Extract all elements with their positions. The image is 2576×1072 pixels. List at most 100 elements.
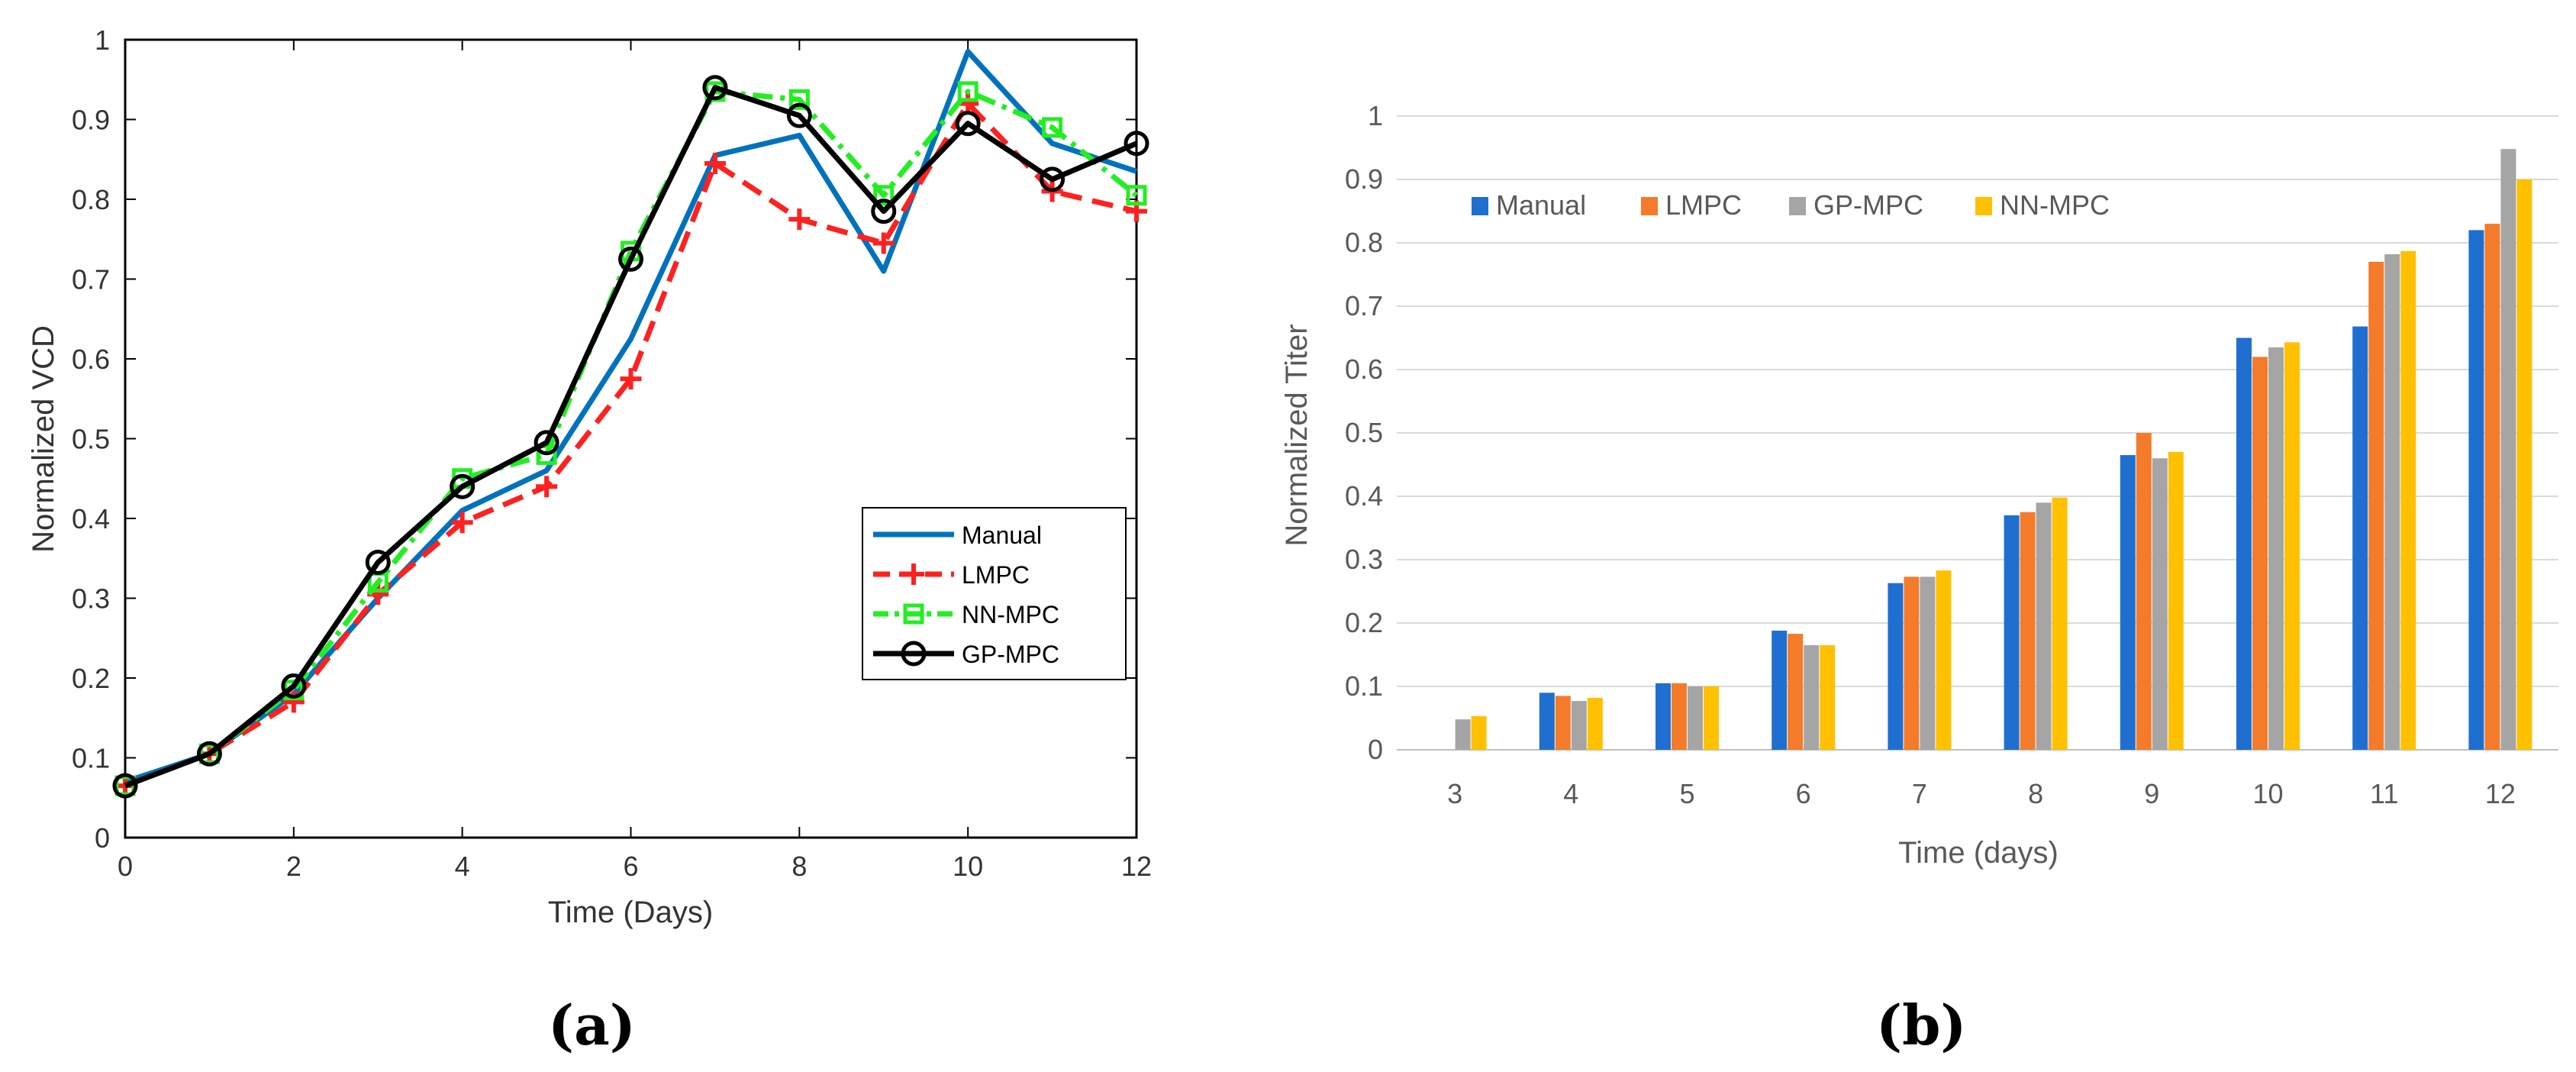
bar-manual [1539,693,1555,750]
vcd-y-tick-label: 0.8 [72,184,110,215]
data-point-nn-mpc [536,444,557,465]
bar-lmpc [1555,696,1571,750]
titer-y-axis-label: Normalized Titer [1280,324,1314,546]
titer-x-tick-label: 6 [1796,778,1811,809]
vcd-x-axis-label: Time (Days) [548,896,713,929]
bar-manual [2120,455,2136,750]
titer-y-tick-label: 0.7 [1345,290,1383,321]
vcd-y-tick-label: 0.9 [72,105,110,136]
bar-gp-mpc [1920,576,1936,750]
bar-lmpc [1788,634,1804,750]
titer-x-tick-label: 8 [2028,778,2043,809]
data-point-gp-mpc [534,430,559,456]
vcd-x-tick-label: 8 [791,851,807,882]
bar-gp-mpc [1455,719,1471,750]
legend-swatch-manual [1472,197,1488,215]
bar-nn-mpc [1820,645,1836,750]
bar-lmpc [1904,576,1920,750]
bar-lmpc [2020,512,2036,750]
data-point-nn-mpc [788,89,810,110]
vcd-line-chart: 0 2 4 6 8 10 12 0 0.1 0.2 0.3 0.4 0.5 0.6 0.7 0.8 0.9 1 M… [27,24,1152,929]
legend-label-gp-mpc: GP-MPC [1814,189,1923,221]
bar-manual [2236,337,2252,750]
titer-x-axis-label: Time (days) [1898,836,2059,870]
vcd-y-tick-label: 0.1 [72,743,110,774]
data-point-nn-mpc [1042,117,1063,138]
data-point-lmpc [704,152,726,174]
vcd-plot-frame [124,38,1138,839]
titer-y-tick-label: 0.5 [1345,417,1383,448]
vcd-x-tick-label: 6 [623,851,638,882]
titer-bar-chart: 0 0.1 0.2 0.3 0.4 0.5 0.6 0.7 0.8 0.9 1 3 4 5 6 7 8 9 10 1… [1280,100,2558,870]
legend-label-manual: Manual [962,521,1042,549]
bar-lmpc [1672,683,1687,750]
data-point-gp-mpc [450,473,476,499]
vcd-y-tick-label: 0.6 [72,344,110,375]
titer-y-tick-label: 0.9 [1345,163,1383,195]
titer-legend: Manual LMPC GP-MPC NN-MPC [1472,189,2110,221]
data-point-nn-mpc [198,743,220,764]
titer-x-tick-label: 9 [2144,778,2159,809]
legend-label-nn-mpc: NN-MPC [2000,189,2110,221]
data-point-lmpc [536,476,558,498]
titer-x-tick-label: 7 [1912,778,1927,809]
bar-lmpc [2136,433,2152,750]
bar-gp-mpc [2036,502,2052,750]
vcd-y-tick-label: 0.5 [72,424,110,455]
data-point-gp-mpc [702,75,728,101]
data-point-nn-mpc [873,185,895,206]
legend-label-lmpc: LMPC [1665,189,1742,221]
titer-x-tick-label: 11 [2370,778,2398,809]
vcd-y-tick-label: 0.4 [72,503,110,534]
bar-nn-mpc [1704,686,1719,750]
bar-lmpc [2368,261,2384,750]
bar-manual [1888,583,1904,750]
titer-y-tick-label: 0.4 [1345,480,1383,512]
series-line-nn-mpc [124,89,1139,789]
titer-x-tick-label: 3 [1447,778,1462,809]
legend-label-nn-mpc: NN-MPC [962,601,1059,628]
data-point-gp-mpc [1040,166,1066,192]
vcd-x-tick-label: 0 [118,851,133,882]
vcd-y-tick-label: 0.7 [72,264,110,295]
vcd-y-tick-label: 0.3 [72,583,110,615]
data-point-gp-mpc [618,246,643,272]
titer-y-tick-label: 0.2 [1345,607,1383,638]
vcd-y-axis-label: Normalized VCD [27,325,60,553]
legend-swatch-nn-mpc [1975,197,1992,215]
bar-nn-mpc [2284,342,2300,750]
titer-y-tick-label: 0.3 [1345,544,1383,575]
bar-nn-mpc [1936,570,1952,750]
legend-swatch-lmpc [1641,197,1658,215]
vcd-y-tick-label: 1 [95,24,110,56]
titer-x-tick-label: 10 [2252,778,2283,809]
titer-y-tick-label: 0 [1368,734,1383,765]
titer-y-tick-label: 1 [1368,100,1383,131]
data-point-nn-mpc [114,775,136,796]
legend-swatch-gp-mpc [1789,197,1806,215]
data-point-gp-mpc [871,199,897,224]
bar-gp-mpc [2268,347,2284,750]
titer-y-tick-label: 0.1 [1345,670,1383,702]
bar-manual [2468,230,2484,750]
bar-lmpc [2484,224,2500,751]
series-line-gp-mpc [124,85,1138,789]
bar-lmpc [2252,357,2268,750]
data-point-lmpc [620,368,642,390]
bar-gp-mpc [2384,253,2400,750]
data-point-lmpc [451,512,473,534]
bar-nn-mpc [2168,451,2184,750]
legend-label-manual: Manual [1496,189,1586,221]
bar-manual [2352,326,2368,750]
bar-gp-mpc [1571,701,1587,750]
bar-manual [2004,515,2020,750]
titer-x-tick-label: 12 [2485,778,2516,809]
bar-nn-mpc [2052,497,2068,750]
data-point-lmpc [788,208,811,231]
data-point-lmpc [872,232,895,254]
data-point-gp-mpc [955,111,981,137]
bar-nn-mpc [1587,697,1603,750]
panel-b-label: (b) [1876,993,1967,1057]
data-point-gp-mpc [786,102,812,128]
